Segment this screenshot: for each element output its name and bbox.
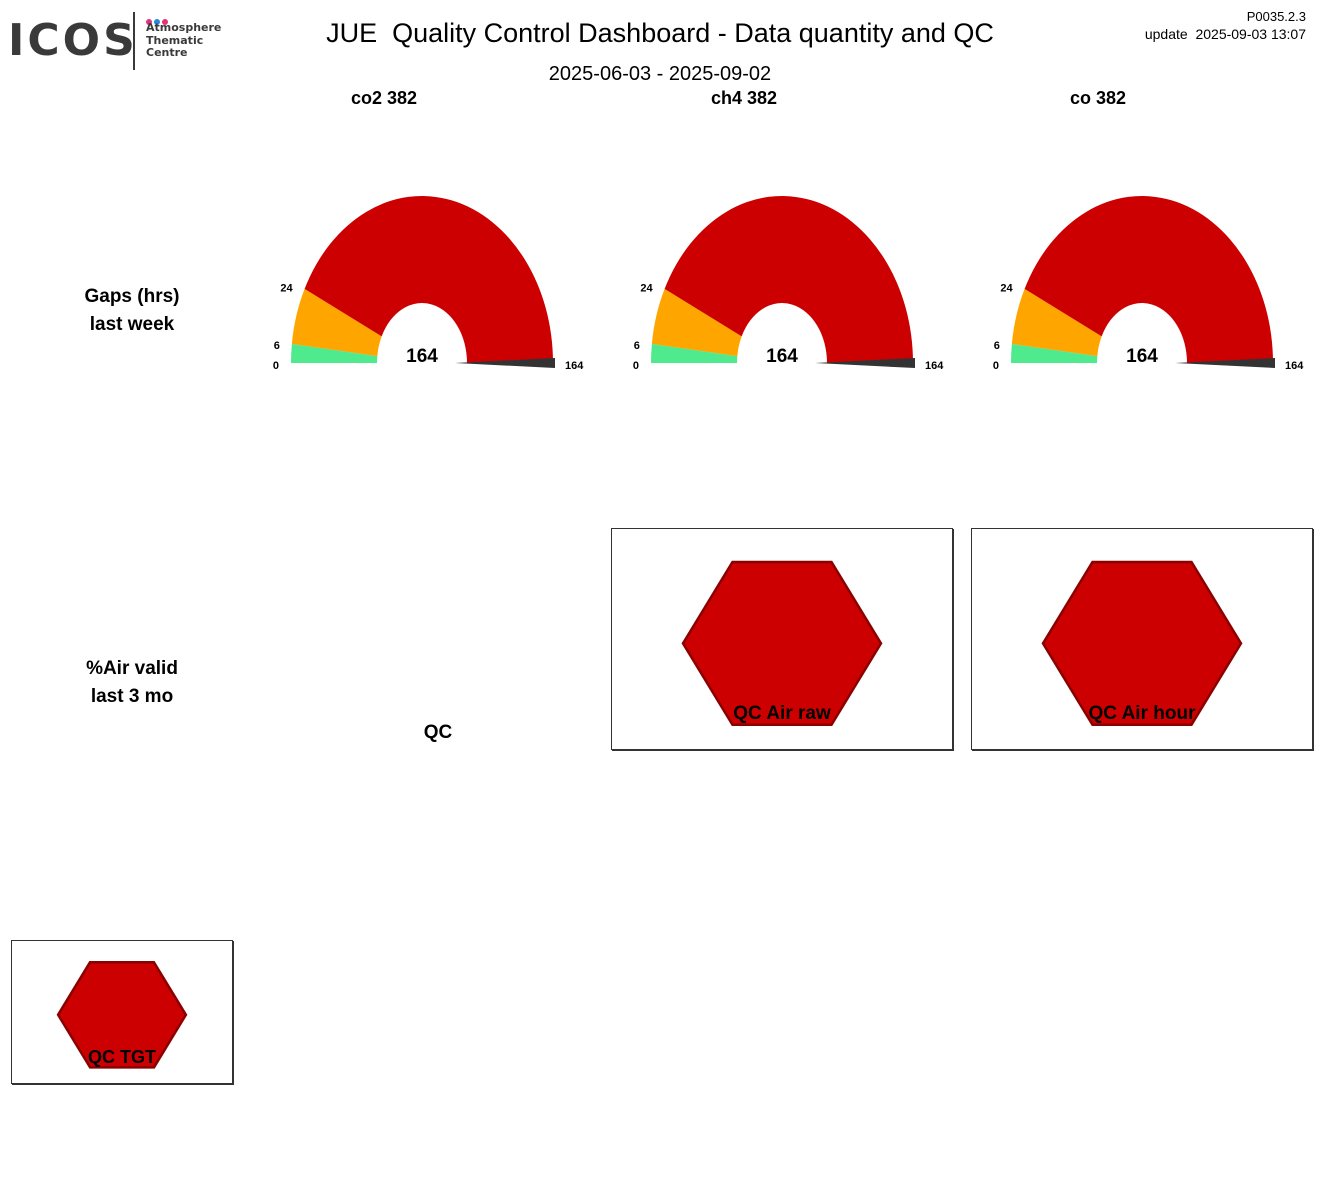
gauge-tick-label: 24 <box>1000 282 1013 294</box>
icos-logo: ICOS Atmosphere Thematic Centre <box>8 10 223 72</box>
gauge-needle <box>455 358 555 368</box>
logo-divider <box>133 12 135 70</box>
column-header-co: co 382 <box>1069 88 1127 108</box>
gauge-co2: 0 6 24 164 164 <box>273 196 584 372</box>
gauge-tick-label: 0 <box>273 360 279 372</box>
gauge-value-label: 164 <box>1126 346 1158 367</box>
qc-hexagon <box>1041 560 1243 727</box>
logo-subtitle: Atmosphere Thematic Centre <box>146 21 222 60</box>
gauge-band-green <box>1011 343 1098 363</box>
gauge-band-red <box>304 196 553 363</box>
qc-status-hexagon <box>681 560 883 727</box>
version-label: P0035.2.3 <box>1246 9 1306 24</box>
logo-wordmark: ICOS <box>8 15 138 66</box>
gauge-tick-label: 0 <box>993 360 999 372</box>
gauge-tick-label: 164 <box>1285 360 1304 372</box>
gauge-tick-label: 0 <box>633 360 639 372</box>
gauge-tick-label: 24 <box>280 282 293 294</box>
gauge-band-green <box>651 343 738 363</box>
gauge-needle <box>1175 358 1275 368</box>
gauge-band-orange <box>291 288 382 357</box>
qc-air-raw-label: QC Air raw <box>733 703 831 724</box>
qc-air-hour-panel: QC Air hour <box>971 528 1313 750</box>
qc-hexagon <box>681 560 883 727</box>
logo-line: Centre <box>146 46 188 59</box>
qc-tgt-label: QC TGT <box>88 1047 156 1067</box>
gauge-band-red <box>1024 196 1273 363</box>
gauge-tick-label: 6 <box>634 340 640 352</box>
gauge-tick-label: 24 <box>640 282 653 294</box>
logo-line: Thematic <box>146 33 204 47</box>
qc-tgt-panel: QC TGT <box>11 940 233 1084</box>
row-label-line: %Air valid <box>86 658 178 679</box>
gauge-ch4: 0 6 24 164 164 <box>633 196 944 372</box>
qc-hexagon <box>56 961 188 1069</box>
gauge-value-label: 164 <box>766 346 798 367</box>
row-label-gaps: Gaps (hrs) last week <box>32 283 232 339</box>
logo-line: Atmosphere <box>146 21 222 34</box>
date-range: 2025-06-03 - 2025-09-02 <box>548 63 772 85</box>
gauge-tick-label: 164 <box>565 360 584 372</box>
logo-dot <box>162 19 168 25</box>
gauge-band-orange <box>1011 288 1102 357</box>
gauge-co: 0 6 24 164 164 <box>993 196 1304 372</box>
qc-air-raw-panel: QC Air raw <box>611 528 953 750</box>
row-label-line: last 3 mo <box>90 686 174 707</box>
gauge-band-orange <box>651 288 742 357</box>
row-label-air-valid: %Air valid last 3 mo <box>32 655 232 711</box>
gauge-tick-label: 164 <box>925 360 944 372</box>
gauge-band-green <box>291 343 378 363</box>
gauge-tick-label: 6 <box>994 340 1000 352</box>
qc-label: QC <box>423 722 453 743</box>
gauge-needle <box>815 358 915 368</box>
gauge-band-red <box>664 196 913 363</box>
qc-status-hexagon <box>1041 560 1243 727</box>
row-label-line: last week <box>89 314 175 335</box>
column-header-ch4: ch4 382 <box>710 88 778 108</box>
logo-dots <box>146 12 170 30</box>
logo-dot <box>154 19 160 25</box>
dashboard-title: JUE Quality Control Dashboard - Data qua… <box>326 18 994 48</box>
gauge-tick-label: 6 <box>274 340 280 352</box>
qc-air-hour-label: QC Air hour <box>1088 703 1196 724</box>
qc-status-hexagon <box>56 961 188 1069</box>
gauge-value-label: 164 <box>406 346 438 367</box>
column-header-co2: co2 382 <box>350 88 418 108</box>
logo-dot <box>146 19 152 25</box>
row-label-line: Gaps (hrs) <box>84 286 180 307</box>
update-timestamp: update 2025-09-03 13:07 <box>1144 26 1306 42</box>
